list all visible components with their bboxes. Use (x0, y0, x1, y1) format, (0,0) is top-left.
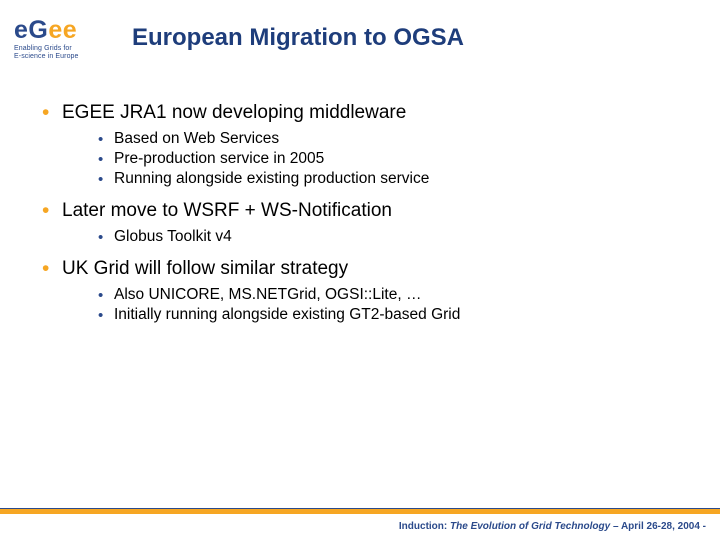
bullet-2-sub-0: Globus Toolkit v4 (98, 228, 680, 246)
slide: eGee Enabling Grids for E-science in Eur… (0, 0, 720, 540)
slide-title: European Migration to OGSA (132, 24, 690, 52)
logo-letter-e3: e (63, 16, 77, 44)
slide-body: EGEE JRA1 now developing middleware Base… (42, 102, 680, 336)
footer-bar (0, 509, 720, 514)
bullet-1-sub-0: Based on Web Services (98, 130, 680, 148)
logo-subtitle: Enabling Grids for E-science in Europe (14, 45, 106, 61)
bullet-2-subgroup: Globus Toolkit v4 (98, 228, 680, 246)
logo-subtitle-line2: E-science in Europe (14, 53, 106, 61)
logo-subtitle-line1: Enabling Grids for (14, 45, 106, 53)
bullet-3-sub-0: Also UNICORE, MS.NETGrid, OGSI::Lite, … (98, 286, 680, 304)
bullet-1-sub-2: Running alongside existing production se… (98, 170, 680, 188)
logo-letters: eGee (14, 18, 106, 43)
egee-logo: eGee Enabling Grids for E-science in Eur… (14, 18, 106, 61)
bullet-3-sub-1: Initially running alongside existing GT2… (98, 306, 680, 324)
bullet-1-sub-1: Pre-production service in 2005 (98, 150, 680, 168)
bullet-1-subgroup: Based on Web Services Pre-production ser… (98, 130, 680, 188)
logo-letter-e2: e (48, 16, 62, 44)
footer-italic: The Evolution of Grid Technology (450, 521, 610, 532)
bullet-2: Later move to WSRF + WS-Notification (42, 200, 680, 222)
logo-letter-g: G (28, 16, 48, 44)
bullet-3-subgroup: Also UNICORE, MS.NETGrid, OGSI::Lite, … … (98, 286, 680, 324)
bullet-1: EGEE JRA1 now developing middleware (42, 102, 680, 124)
bullet-3: UK Grid will follow similar strategy (42, 258, 680, 280)
footer-lead: Induction: (399, 521, 450, 532)
logo-letter-e1: e (14, 16, 28, 44)
footer-text: Induction: The Evolution of Grid Technol… (399, 521, 706, 532)
footer-tail: – April 26-28, 2004 - (610, 521, 706, 532)
